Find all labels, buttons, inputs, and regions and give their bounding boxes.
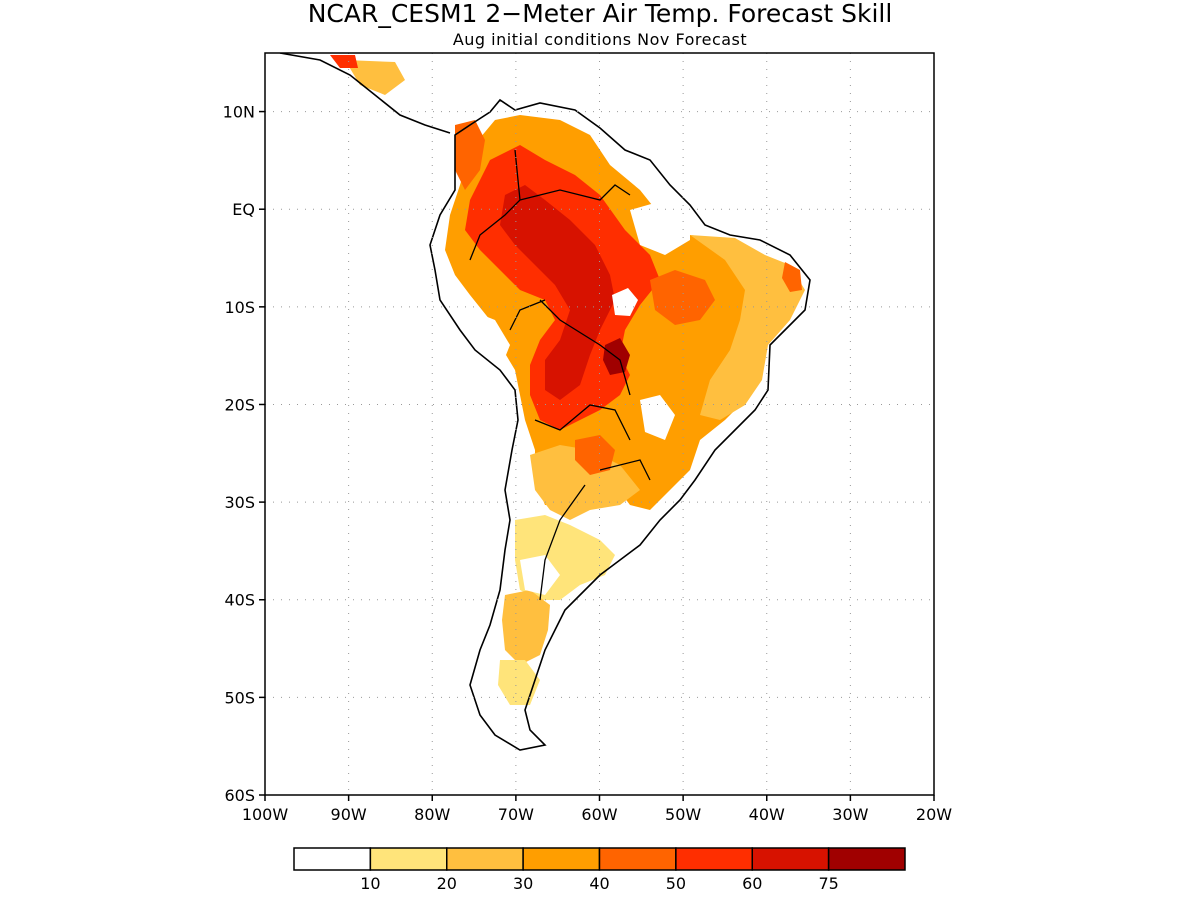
colorbar-label: 40: [589, 874, 609, 893]
border-lines: [469, 149, 651, 601]
skill-region-40a: [455, 120, 485, 190]
colorbar-swatch: [293, 847, 372, 871]
coastline-central-america: [279, 53, 451, 134]
lat-tick-label: 10S: [224, 298, 255, 317]
colorbar-swatch: [369, 847, 448, 871]
skill-region-75: [603, 338, 630, 375]
skill-region-20c: [502, 590, 550, 665]
lat-tick-label: 60S: [224, 786, 255, 805]
lon-tick-label: 60W: [581, 805, 617, 824]
map-plot-area: [265, 53, 934, 795]
coastline-south-america: [429, 98, 811, 751]
skill-region-50b: [650, 270, 715, 325]
lon-tick-label: 20W: [916, 805, 952, 824]
lat-tick-label: 50S: [224, 688, 255, 707]
skill-region-20a: [690, 235, 805, 420]
skill-gap-white-d: [640, 395, 675, 440]
lon-tick-label: 70W: [498, 805, 534, 824]
colorbar-swatch: [522, 847, 601, 871]
lat-tick-label: 20S: [224, 395, 255, 414]
skill-gap-white-e: [520, 555, 560, 595]
lon-tick-label: 50W: [665, 805, 701, 824]
lat-tick-label: 40S: [224, 591, 255, 610]
colorbar-swatch: [827, 847, 906, 871]
skill-gap-white-c: [465, 310, 510, 370]
lon-tick-label: 30W: [832, 805, 868, 824]
skill-region-20b: [530, 445, 640, 520]
map-subtitle: Aug initial conditions Nov Forecast: [453, 30, 747, 49]
colorbar-label: 10: [360, 874, 380, 893]
skill-region-40b: [575, 435, 615, 475]
lat-tick-label: 30S: [224, 493, 255, 512]
skill-region-central-america-red: [330, 55, 358, 68]
skill-field: [330, 55, 805, 705]
lat-tick-label: EQ: [232, 200, 255, 219]
colorbar-label: 30: [513, 874, 533, 893]
colorbar-swatch: [675, 847, 753, 871]
colorbar-label: 50: [666, 874, 686, 893]
colorbar-label: 60: [742, 874, 762, 893]
colorbar-label: 75: [818, 874, 838, 893]
colorbar: 10 20 30 40 50 60 75: [293, 847, 906, 893]
skill-gap-white-a: [630, 200, 690, 255]
skill-region-10b: [498, 660, 540, 705]
coastlines: [279, 53, 811, 751]
colorbar-swatch: [446, 847, 524, 871]
map-title: NCAR_CESM1 2−Meter Air Temp. Forecast Sk…: [308, 0, 893, 28]
skill-region-40c: [782, 262, 802, 292]
skill-gap-white-b: [612, 288, 638, 316]
colorbar-label: 20: [437, 874, 457, 893]
colorbar-swatch: [598, 847, 677, 871]
lon-tick-label: 90W: [331, 805, 367, 824]
lon-tick-label: 40W: [749, 805, 785, 824]
colorbar-swatch: [751, 847, 830, 871]
lon-tick-label: 80W: [414, 805, 450, 824]
skill-region-central-america: [345, 60, 405, 95]
lon-tick-label: 100W: [242, 805, 289, 824]
skill-region-60: [500, 185, 615, 400]
lat-tick-label: 10N: [223, 103, 255, 122]
